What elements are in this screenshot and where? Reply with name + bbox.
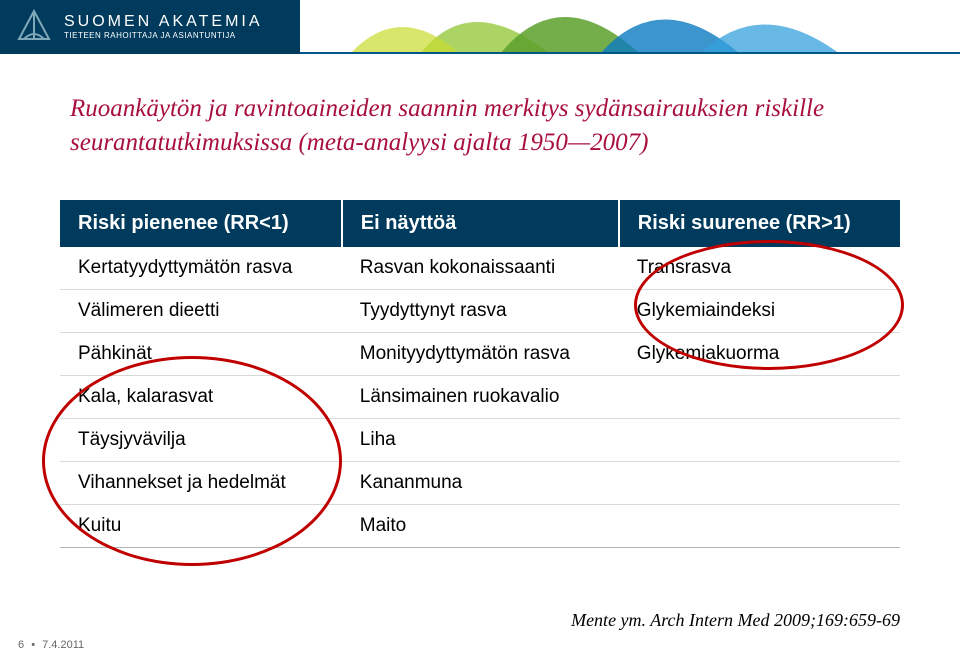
slide-title: Ruoankäytön ja ravintoaineiden saannin m… [70,92,890,160]
col-header: Ei näyttöä [342,200,619,247]
table-row: Kala, kalarasvat Länsimainen ruokavalio [60,376,900,419]
cell: Monityydyttymätön rasva [342,333,619,376]
page-number: 6 [18,639,24,651]
cell: Kala, kalarasvat [60,376,342,419]
bullet-icon: • [31,639,35,651]
cell: Länsimainen ruokavalio [342,376,619,419]
table-row: Pähkinät Monityydyttymätön rasva Glykemi… [60,333,900,376]
header-decor [300,0,960,54]
table-row: Kuitu Maito [60,505,900,548]
table-row: Täysjyvävilja Liha [60,419,900,462]
cell: Maito [342,505,619,548]
table-row: Kertatyydyttymätön rasva Rasvan kokonais… [60,247,900,290]
cell: Pähkinät [60,333,342,376]
brand-name: SUOMEN AKATEMIA [64,14,263,30]
brand-text: SUOMEN AKATEMIA TIETEEN RAHOITTAJA JA AS… [64,14,263,40]
logo-icon [14,9,54,45]
cell [619,419,900,462]
brand-tagline: TIETEEN RAHOITTAJA JA ASIANTUNTIJA [64,32,263,40]
cell [619,376,900,419]
table-row: Vihannekset ja hedelmät Kananmuna [60,462,900,505]
cell: Glykemiaindeksi [619,290,900,333]
cell: Kuitu [60,505,342,548]
col-header: Riski suurenee (RR>1) [619,200,900,247]
cell: Liha [342,419,619,462]
cell: Glykemiakuorma [619,333,900,376]
table-container: Riski pienenee (RR<1) Ei näyttöä Riski s… [60,200,900,548]
cell: Rasvan kokonaissaanti [342,247,619,290]
table-row: Välimeren dieetti Tyydyttynyt rasva Glyk… [60,290,900,333]
cell: Transrasva [619,247,900,290]
cell: Tyydyttynyt rasva [342,290,619,333]
table-header-row: Riski pienenee (RR<1) Ei näyttöä Riski s… [60,200,900,247]
cell [619,505,900,548]
col-header: Riski pienenee (RR<1) [60,200,342,247]
footer: 6 • 7.4.2011 [18,639,84,651]
cell: Välimeren dieetti [60,290,342,333]
risk-table: Riski pienenee (RR<1) Ei näyttöä Riski s… [60,200,900,548]
brand-bar: SUOMEN AKATEMIA TIETEEN RAHOITTAJA JA AS… [0,0,300,54]
cell: Kertatyydyttymätön rasva [60,247,342,290]
citation: Mente ym. Arch Intern Med 2009;169:659-6… [571,610,900,631]
cell: Kananmuna [342,462,619,505]
cell [619,462,900,505]
cell: Täysjyvävilja [60,419,342,462]
cell: Vihannekset ja hedelmät [60,462,342,505]
footer-date: 7.4.2011 [42,639,84,651]
